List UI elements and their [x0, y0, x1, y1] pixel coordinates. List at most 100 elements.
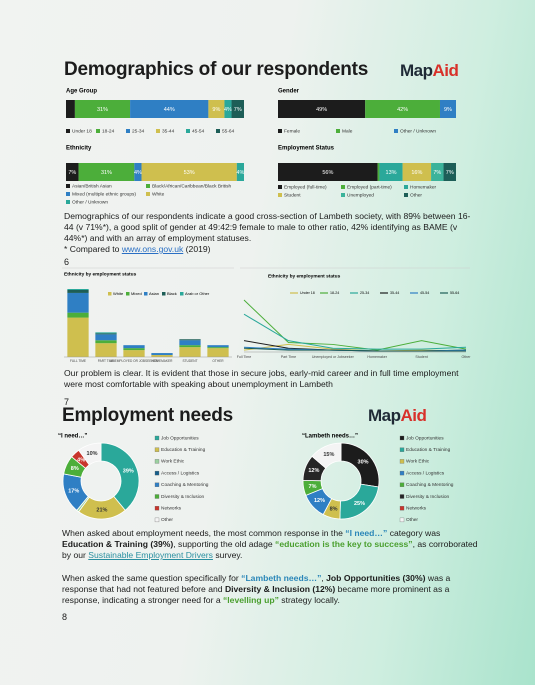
bar-segment — [443, 163, 456, 181]
bar-segment — [151, 353, 173, 356]
title: Demographics of our respondents — [64, 59, 369, 80]
legend-label: Access / Logistics — [161, 470, 200, 476]
bar-segment — [67, 292, 89, 313]
legend-label: Coaching & Mentoring — [406, 482, 454, 488]
x-tick-label: HOMEMAKER — [152, 359, 174, 363]
legend-label: 25-34 — [360, 291, 369, 295]
x-tick-label: Homemaker — [367, 355, 387, 359]
legend-swatch — [66, 184, 70, 188]
logo-part: Aid — [400, 406, 427, 425]
bar-segment — [179, 345, 201, 348]
paragraph-text: Demographics of our respondents indicate… — [64, 211, 471, 243]
text-run: category was — [389, 528, 441, 538]
text-run: Diversity & Inclusion (12%) — [224, 584, 336, 594]
legend-swatch — [66, 192, 70, 196]
value-label: 7% — [433, 170, 441, 176]
text-run: Job Opportunities (30%) — [326, 573, 426, 583]
bar-segment — [95, 332, 117, 334]
legend-label: Male — [342, 128, 353, 134]
legend-label: Student — [284, 192, 301, 198]
legend-label: Networks — [161, 505, 182, 511]
x-tick-label: Other — [462, 355, 472, 359]
section-title: Demographics of our respondents — [64, 59, 368, 81]
legend-swatch — [404, 193, 408, 197]
logo-part: Map — [400, 61, 433, 80]
value-label: 7% — [446, 170, 454, 176]
bar-segment — [95, 333, 117, 335]
bar-segment — [66, 100, 75, 118]
bar-segment — [236, 163, 244, 181]
legend-label: Asian/British Asian — [72, 183, 112, 189]
legend-label: Work Ethic — [161, 459, 185, 465]
legend-label: 55-64 — [450, 291, 459, 295]
value-label: 8% — [330, 506, 338, 512]
bar-segment — [278, 163, 378, 181]
legend-swatch — [399, 459, 405, 464]
legend-swatch — [399, 494, 405, 499]
bar-segment — [95, 343, 117, 357]
legend-label: Asian — [149, 291, 159, 296]
legend-label: Female — [284, 128, 300, 134]
legend-swatch — [146, 192, 150, 196]
legend-swatch — [404, 185, 408, 189]
footnote-link[interactable]: www.ons.gov.uk — [121, 244, 184, 254]
x-tick-label: Student — [415, 355, 427, 359]
value-label: 15% — [323, 452, 334, 458]
paragraph-text: Our problem is clear. It is evident that… — [64, 368, 459, 389]
value-label: 25% — [354, 501, 365, 507]
legend-label: Black — [167, 291, 177, 296]
legend-label: Other / Unknown — [400, 128, 436, 134]
text-run: strategy locally. — [281, 595, 340, 605]
bar-segment — [402, 163, 432, 181]
paragraph: When asked the same question specificall… — [62, 573, 482, 606]
text-link[interactable]: Sustainable Employment Drivers — [88, 550, 213, 560]
chart-title: Gender — [278, 89, 300, 95]
text-run: Education & Training (39%) — [62, 539, 174, 549]
legend-label: Networks — [406, 505, 427, 511]
text-run: When asked about employment needs, the m… — [62, 528, 343, 538]
logo-part: Aid — [432, 61, 459, 80]
bar-segment — [231, 100, 244, 118]
value-label: 12% — [308, 468, 319, 474]
x-tick-label: Part Time — [281, 355, 296, 359]
legend-swatch — [66, 129, 70, 133]
legend-swatch — [154, 482, 160, 487]
legend-swatch — [154, 470, 160, 476]
logo: MapAid — [368, 406, 427, 426]
x-tick-label: UNEMPLOYED OR JOBSEEKER — [110, 359, 159, 363]
legend-label: Under 18 — [300, 291, 315, 295]
legend-swatch — [144, 292, 148, 296]
bar-segment — [207, 348, 229, 357]
text-run: , supporting the old adage — [173, 539, 273, 549]
text-run: “Lambeth needs…” — [241, 573, 322, 583]
text-run: was a response that had not featured bef… — [62, 573, 451, 594]
legend-swatch — [154, 506, 160, 511]
logo-part: Map — [368, 406, 401, 425]
legend-swatch — [278, 129, 282, 133]
legend-swatch — [278, 185, 282, 189]
value-label: 4% — [236, 170, 244, 176]
legend-swatch — [341, 193, 345, 197]
bar-segment — [207, 347, 229, 349]
legend-swatch — [154, 447, 160, 452]
legend-swatch — [399, 482, 405, 487]
bar-segment — [207, 345, 229, 348]
value-label: 53% — [184, 170, 195, 176]
legend-label: White — [113, 291, 124, 296]
bar-segment — [439, 100, 456, 118]
legend-swatch — [341, 185, 345, 189]
x-tick-label: STUDENT — [182, 359, 197, 363]
bar-segment — [224, 100, 232, 118]
bar-segment — [123, 348, 145, 351]
value-label: 13% — [386, 170, 397, 176]
value-label: 7% — [309, 484, 317, 490]
legend-swatch — [186, 129, 190, 133]
legend-swatch — [394, 129, 398, 133]
paragraph: When asked about employment needs, the m… — [62, 528, 482, 561]
donut-segment — [100, 442, 140, 511]
value-label: 42% — [397, 107, 408, 113]
bar-segment — [95, 340, 117, 344]
bar-segment — [141, 163, 237, 181]
